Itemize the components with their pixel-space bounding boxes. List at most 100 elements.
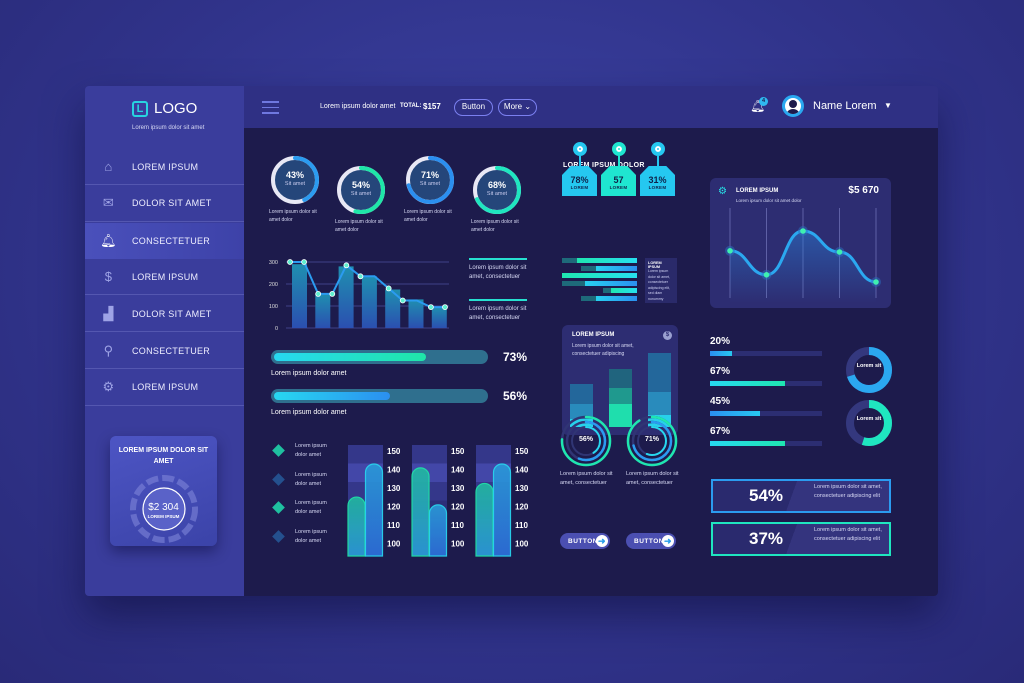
hbar [562, 273, 637, 278]
donut-value: 54% [351, 180, 370, 190]
grouped-bar-chart: 150 140 130 120 110 100 150 140 130 120 110 100 150 1… [347, 445, 529, 557]
donut-arc [846, 400, 892, 446]
progress-bar [710, 351, 822, 356]
sidebar-item[interactable]: ⚙ LOREM IPSUM [85, 370, 244, 406]
hbar-segment [580, 265, 596, 271]
progress-bar [710, 381, 822, 386]
line-point [399, 297, 406, 304]
sidebar-item-label: LOREM IPSUM [132, 271, 199, 282]
balance-gauge [130, 475, 198, 543]
donut-arc [337, 166, 385, 214]
menu-icon[interactable] [262, 101, 279, 114]
notification-badge: 4 [759, 97, 768, 106]
stat-value: 37% [749, 529, 784, 548]
bar [364, 463, 384, 557]
tag-value: 57 [613, 175, 624, 185]
data-point [873, 279, 879, 285]
donut-chart: 71% Sit amet [404, 154, 456, 206]
progress-fill [710, 351, 733, 356]
sidebar-item[interactable]: ✉ DOLOR SIT AMET [85, 186, 244, 222]
button-label: BUTTON [634, 537, 664, 545]
card-amount: $5 670 [848, 185, 879, 196]
ring-caption: Lorem ipsum dolor sit amet, consectetuer [626, 471, 679, 486]
sidebar-item[interactable]: ▟ DOLOR SIT AMET [85, 296, 244, 333]
tag-value: 78% [570, 175, 589, 185]
sidebar-item-label: LOREM IPSUM [132, 161, 199, 172]
sidebar-item[interactable]: ⚲ CONSECTETUER [85, 333, 244, 369]
tag-label: LOREM [570, 185, 589, 190]
card-title: LOREM IPSUM [572, 332, 615, 338]
gear-icon: ⚙ [102, 379, 115, 395]
more-dropdown[interactable]: More ⌄ [498, 99, 537, 116]
donut-caption: Lorem ipsum dolor sit amet dolor [269, 209, 317, 223]
chart-icon: ▟ [103, 305, 114, 321]
stat-value: 54% [749, 486, 784, 505]
y-tick-label: 120 [515, 503, 529, 512]
total-label: TOTAL: [400, 103, 422, 109]
card-subtitle: Lorem ipsum dolor sit amet dolor [736, 198, 802, 203]
header-button[interactable]: Button [454, 99, 493, 116]
donut-label: Sit amet [486, 191, 508, 197]
sidebar-item[interactable]: 🔔︎ CONSECTETUER [85, 222, 244, 259]
ring-value: 71% [644, 436, 659, 443]
bar [431, 307, 447, 328]
bar [292, 264, 307, 328]
legend-text: Lorem ipsum dolor amet [295, 443, 327, 458]
legend-item: Lorem ipsum dolor sit amet, consectetuer [469, 258, 527, 282]
hbar [577, 258, 637, 263]
dollar-icon: $ [104, 269, 113, 285]
line-point [385, 285, 392, 292]
donut-caption: Lorem ipsum dolor sit amet dolor [404, 209, 452, 223]
donut-arc [271, 156, 319, 204]
donut-label: Sit amet [284, 181, 306, 187]
total-value: $157 [423, 102, 441, 111]
card-subtitle: Lorem ipsum dolor sit amet, consectetuer… [572, 343, 634, 357]
data-point [800, 228, 806, 234]
group-background [412, 445, 447, 464]
combo-chart: 300 200 100 0 [269, 259, 449, 332]
widget-sub: LOREM IPSUM [147, 514, 180, 519]
donut-arc [406, 156, 454, 204]
avatar[interactable] [782, 95, 804, 117]
bar [492, 463, 512, 557]
hbar-segment [562, 258, 577, 263]
home-icon: ⌂ [104, 159, 113, 174]
card-title: LOREM IPSUM [736, 188, 779, 194]
stack-segment [648, 415, 671, 427]
action-button[interactable]: BUTTON ➜ [560, 533, 610, 549]
progress-caption: Lorem ipsum dolor amet [271, 370, 347, 377]
sidebar-item[interactable]: ⌂ LOREM IPSUM [85, 149, 244, 185]
ring-outer-arc [560, 415, 612, 467]
section-title: LOREM IPSUM DOLOR [563, 162, 645, 169]
bar [411, 467, 430, 557]
sidebar-item-label: DOLOR SIT AMET [132, 308, 212, 319]
dollar-icon[interactable]: $ [663, 331, 672, 340]
ring-inner-arc [571, 426, 601, 456]
sidebar-item-label: CONSECTETUER [132, 345, 211, 356]
progress-fill [271, 389, 393, 403]
progress-value: 56% [503, 389, 528, 403]
gear-icon[interactable]: ⚙ [718, 186, 727, 197]
line-point [442, 304, 448, 310]
area-fill [730, 231, 876, 303]
y-tick-label: 300 [269, 260, 278, 266]
note-text: Lorem ipsum dolor sit amet, consectetuer… [648, 269, 670, 301]
pin-stem [657, 156, 659, 166]
pin-stem [579, 156, 581, 166]
y-tick-label: 110 [451, 521, 464, 530]
group-background [348, 445, 383, 464]
sidebar-item-label: DOLOR SIT AMET [132, 198, 212, 209]
user-name[interactable]: Name Lorem [813, 100, 877, 112]
donut-arc [846, 347, 892, 393]
action-button[interactable]: BUTTON ➜ [626, 533, 676, 549]
progress-fill [271, 350, 429, 364]
dashboard-window: L LOGO Lorem ipsum dolor sit amet LOREM … [85, 86, 938, 596]
y-tick-label: 0 [275, 326, 278, 332]
progress-fill [710, 381, 786, 386]
user-menu-caret-icon[interactable]: ▼ [884, 101, 892, 110]
progress-bar [710, 411, 822, 416]
ring-middle-arc [565, 420, 607, 462]
line-series [290, 261, 445, 309]
donut-chart: 68% Sit amet [471, 164, 523, 216]
sidebar-item[interactable]: $ LOREM IPSUM [85, 259, 244, 296]
